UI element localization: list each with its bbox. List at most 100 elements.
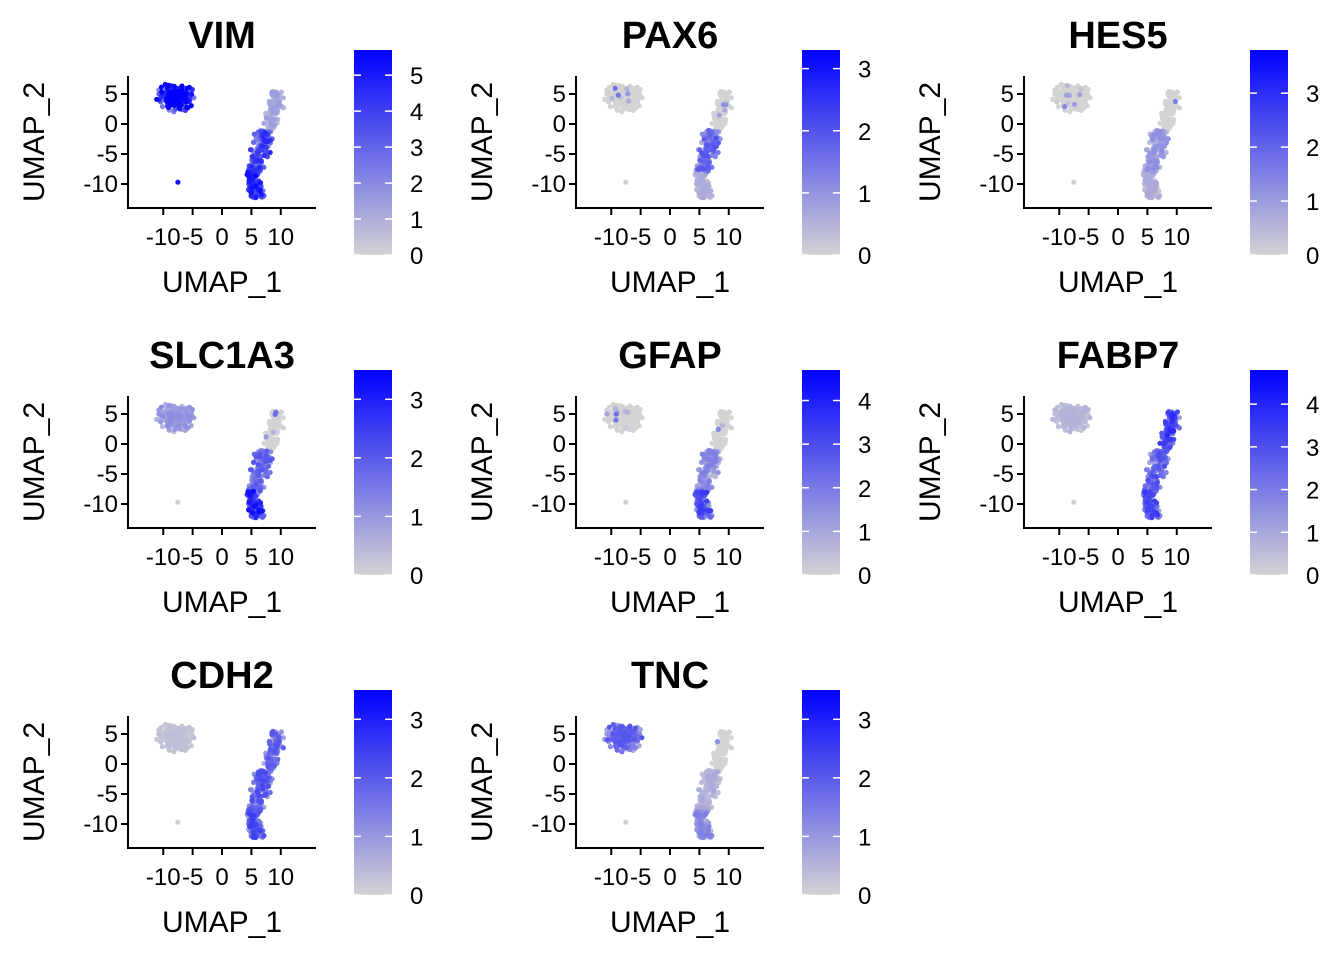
data-point: [618, 101, 623, 106]
data-point: [721, 417, 726, 422]
x-axis-label: UMAP_1: [610, 586, 730, 619]
data-point: [609, 96, 614, 101]
data-point: [168, 416, 173, 421]
legend-tick-label: 3: [858, 432, 871, 459]
legend-tick-label: 4: [858, 389, 871, 416]
y-tick-label: 0: [1001, 431, 1014, 458]
data-point: [713, 456, 718, 461]
x-axis-label: UMAP_1: [162, 266, 282, 299]
data-point: [259, 778, 264, 783]
data-point: [172, 743, 177, 748]
legend-tick-label: 0: [858, 243, 871, 270]
legend-tick-label: 2: [410, 171, 423, 198]
data-point: [1144, 174, 1149, 179]
data-point: [165, 743, 170, 748]
data-point: [281, 745, 286, 750]
data-point: [1159, 111, 1164, 116]
data-point: [258, 798, 263, 803]
data-point: [160, 744, 165, 749]
data-point: [1166, 136, 1171, 141]
data-point: [250, 510, 255, 515]
y-axis-label: UMAP_2: [466, 82, 499, 202]
data-point: [273, 749, 278, 754]
data-point: [180, 731, 185, 736]
data-point: [254, 481, 259, 486]
data-point: [250, 154, 255, 159]
x-tick-label: 10: [1163, 544, 1190, 571]
data-point: [708, 508, 713, 513]
data-point: [1165, 410, 1170, 415]
data-point: [163, 82, 168, 87]
data-point: [170, 737, 175, 742]
data-point: [1163, 419, 1168, 424]
data-point: [165, 423, 170, 428]
color-legend-bar: [802, 50, 840, 255]
color-legend-bar: [1250, 50, 1288, 255]
data-point: [694, 181, 699, 186]
point-layer: [602, 722, 734, 840]
legend-tick-label: 1: [1306, 520, 1319, 547]
data-point: [1076, 107, 1081, 112]
data-point: [251, 460, 256, 465]
y-tick-label: -5: [545, 461, 566, 488]
data-point: [1076, 418, 1081, 423]
data-point: [729, 415, 734, 420]
data-point: [265, 756, 270, 761]
data-point: [699, 173, 704, 178]
y-tick-label: -5: [97, 781, 118, 808]
data-point: [1167, 89, 1172, 94]
data-point: [1161, 154, 1166, 159]
data-point: [171, 749, 176, 754]
data-point: [623, 820, 628, 825]
data-point: [1163, 449, 1168, 454]
legend-tick-label: 1: [858, 519, 871, 546]
data-point: [264, 434, 269, 439]
data-point: [706, 457, 711, 462]
x-tick-label: -10: [594, 544, 629, 571]
data-point: [626, 98, 631, 103]
legend-tick-label: 3: [1306, 81, 1319, 108]
data-point: [712, 114, 717, 119]
legend-tick-label: 2: [1306, 135, 1319, 162]
data-point: [721, 102, 726, 107]
data-point: [606, 419, 611, 424]
data-point: [257, 165, 262, 170]
data-point: [1152, 498, 1157, 503]
panel-title: SLC1A3: [149, 335, 295, 377]
data-point: [263, 138, 268, 143]
data-point: [716, 470, 721, 475]
data-point: [608, 104, 613, 109]
data-point: [1152, 150, 1157, 155]
data-point: [1157, 441, 1162, 446]
data-point: [189, 92, 194, 97]
data-point: [258, 828, 263, 833]
data-point: [1071, 423, 1076, 428]
x-axis-label: UMAP_1: [1058, 586, 1178, 619]
data-point: [719, 89, 724, 94]
point-layer: [1050, 82, 1182, 200]
data-point: [613, 86, 618, 91]
data-point: [1168, 427, 1173, 432]
data-point: [1156, 466, 1161, 471]
data-point: [264, 145, 269, 150]
data-point: [699, 507, 704, 512]
data-point: [182, 406, 187, 411]
data-point: [184, 99, 189, 104]
legend-tick-label: 2: [858, 476, 871, 503]
legend-tick-label: 0: [410, 243, 423, 270]
data-point: [273, 417, 278, 422]
data-point: [166, 723, 171, 728]
panel-title: PAX6: [622, 15, 718, 57]
data-point: [705, 483, 710, 488]
data-point: [260, 143, 265, 148]
data-point: [708, 783, 713, 788]
data-point: [252, 132, 257, 137]
x-tick-label: 0: [215, 864, 228, 891]
data-point: [281, 95, 286, 100]
data-point: [175, 500, 180, 505]
data-point: [1171, 117, 1176, 122]
y-axis-label: UMAP_2: [18, 82, 51, 202]
data-point: [715, 762, 720, 767]
panel-gfap: GFAP50-5-10-10 -5 0 5 10UMAP_1UMAP_201234: [466, 335, 871, 619]
